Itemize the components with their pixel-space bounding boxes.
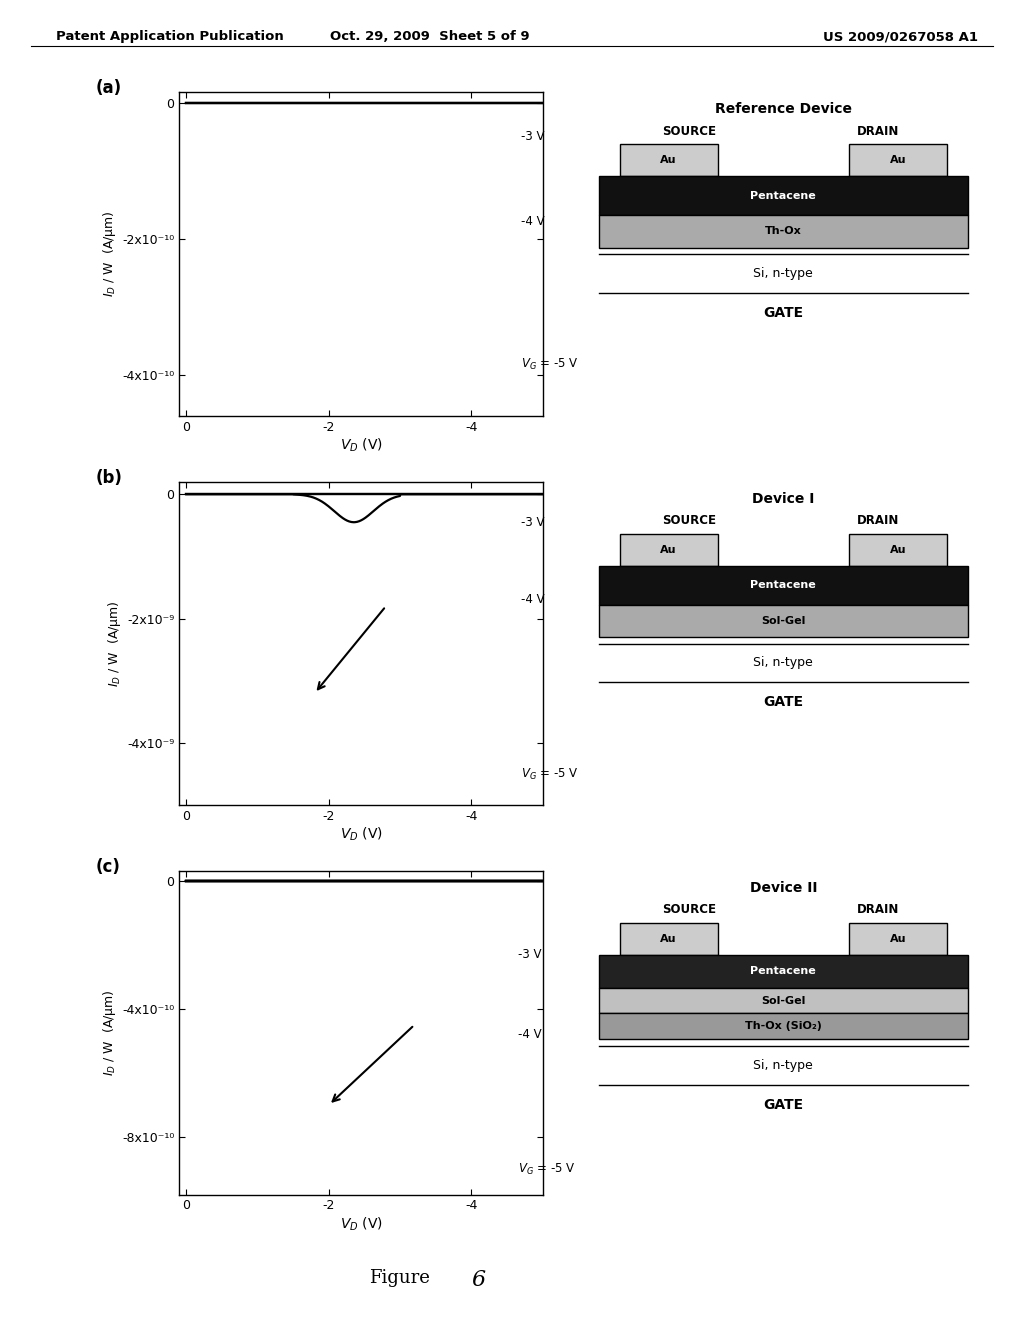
- Text: $V_G$ = -5 V: $V_G$ = -5 V: [521, 358, 579, 372]
- Y-axis label: $I_D$ / W  (A/µm): $I_D$ / W (A/µm): [101, 990, 118, 1076]
- Text: Reference Device: Reference Device: [715, 102, 852, 116]
- X-axis label: $V_D$ (V): $V_D$ (V): [340, 826, 382, 843]
- Text: -4 V: -4 V: [521, 594, 545, 606]
- Bar: [849, 923, 947, 956]
- Text: 6: 6: [471, 1269, 485, 1291]
- Text: Si, n-type: Si, n-type: [754, 267, 813, 280]
- Text: (a): (a): [95, 79, 122, 98]
- Text: Figure: Figure: [369, 1269, 429, 1287]
- Text: Th-Ox: Th-Ox: [765, 227, 802, 236]
- Text: -3 V: -3 V: [521, 516, 545, 529]
- Text: -4 V: -4 V: [518, 1028, 542, 1041]
- Y-axis label: $I_D$ / W  (A/µm): $I_D$ / W (A/µm): [105, 601, 123, 686]
- Bar: [849, 144, 947, 177]
- Text: Au: Au: [890, 156, 906, 165]
- Text: (c): (c): [95, 858, 121, 876]
- Y-axis label: $I_D$ / W  (A/µm): $I_D$ / W (A/µm): [101, 211, 118, 297]
- Text: Si, n-type: Si, n-type: [754, 656, 813, 669]
- Text: DRAIN: DRAIN: [856, 124, 899, 137]
- Text: SOURCE: SOURCE: [663, 124, 716, 137]
- Bar: [849, 533, 947, 566]
- Text: SOURCE: SOURCE: [663, 513, 716, 527]
- Text: Au: Au: [890, 935, 906, 944]
- Text: Pentacene: Pentacene: [751, 966, 816, 977]
- Bar: [599, 177, 968, 215]
- Text: Patent Application Publication: Patent Application Publication: [56, 30, 284, 44]
- Bar: [599, 1014, 968, 1039]
- Text: GATE: GATE: [763, 306, 804, 319]
- Text: $V_G$ = -5 V: $V_G$ = -5 V: [518, 1162, 575, 1176]
- Text: $V_G$ = -5 V: $V_G$ = -5 V: [521, 767, 579, 781]
- Bar: [599, 956, 968, 987]
- Text: Sol-Gel: Sol-Gel: [761, 995, 806, 1006]
- Text: GATE: GATE: [763, 696, 804, 709]
- X-axis label: $V_D$ (V): $V_D$ (V): [340, 437, 382, 454]
- Text: (b): (b): [95, 469, 123, 487]
- Text: DRAIN: DRAIN: [856, 903, 899, 916]
- Bar: [620, 923, 718, 956]
- Text: US 2009/0267058 A1: US 2009/0267058 A1: [823, 30, 978, 44]
- Text: Device I: Device I: [753, 491, 814, 506]
- Bar: [599, 215, 968, 248]
- Bar: [599, 566, 968, 605]
- Bar: [620, 533, 718, 566]
- Text: Au: Au: [890, 545, 906, 554]
- Text: Au: Au: [660, 156, 677, 165]
- Text: Si, n-type: Si, n-type: [754, 1059, 813, 1072]
- Bar: [599, 987, 968, 1014]
- Bar: [620, 144, 718, 177]
- Text: Pentacene: Pentacene: [751, 191, 816, 201]
- Text: -3 V: -3 V: [521, 131, 545, 143]
- X-axis label: $V_D$ (V): $V_D$ (V): [340, 1216, 382, 1233]
- Text: Sol-Gel: Sol-Gel: [761, 616, 806, 626]
- Text: Pentacene: Pentacene: [751, 581, 816, 590]
- Text: Device II: Device II: [750, 880, 817, 895]
- Text: DRAIN: DRAIN: [856, 513, 899, 527]
- Text: Au: Au: [660, 935, 677, 944]
- Text: Th-Ox (SiO₂): Th-Ox (SiO₂): [744, 1022, 822, 1031]
- Text: Oct. 29, 2009  Sheet 5 of 9: Oct. 29, 2009 Sheet 5 of 9: [331, 30, 529, 44]
- Text: -3 V: -3 V: [518, 948, 542, 961]
- Bar: [599, 605, 968, 638]
- Text: -4 V: -4 V: [521, 215, 545, 228]
- Text: Au: Au: [660, 545, 677, 554]
- Text: SOURCE: SOURCE: [663, 903, 716, 916]
- Text: GATE: GATE: [763, 1098, 804, 1111]
